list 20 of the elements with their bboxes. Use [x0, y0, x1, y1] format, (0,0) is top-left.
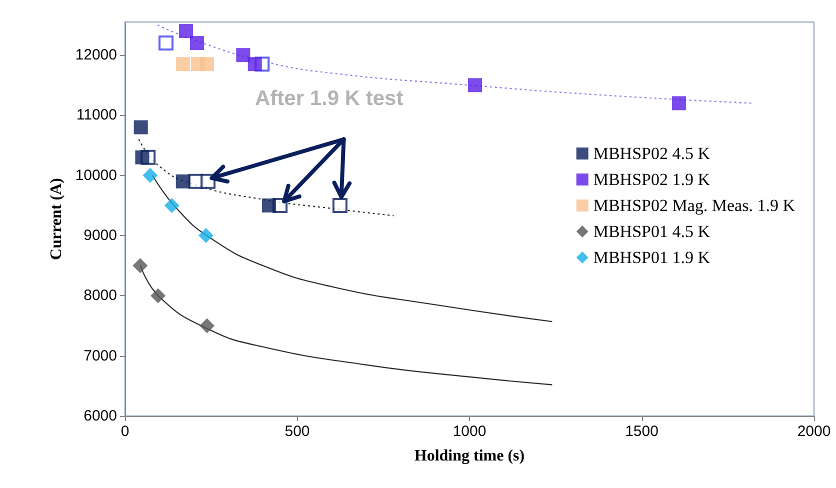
y-tick-label: 7000	[84, 347, 117, 364]
y-tick-label: 10000	[75, 166, 117, 184]
legend-label: MBHSP02 Mag. Meas. 1.9 K	[593, 196, 796, 215]
y-axis-title: Current (A)	[48, 178, 65, 260]
y-tick-label: 9000	[84, 227, 117, 244]
legend-label: MBHSP02 1.9 K	[593, 170, 711, 189]
y-tick-label: 11000	[76, 106, 117, 124]
x-tick-label: 0	[120, 423, 130, 440]
y-tick-label: 12000	[75, 46, 117, 64]
y-tick-label: 6000	[84, 408, 117, 424]
x-tick-label: 1500	[625, 423, 658, 440]
y-tick-label: 8000	[84, 287, 117, 304]
x-tick-label: 500	[284, 423, 310, 440]
legend-label: MBHSP01 4.5 K	[593, 222, 711, 241]
x-axis-title: Holding time (s)	[414, 448, 525, 464]
x-tick-label: 1000	[452, 423, 486, 440]
x-tick-label: 2000	[797, 423, 831, 440]
annotation: After 1.9 K test	[255, 87, 404, 110]
legend-label: MBHSP02 4.5 K	[593, 144, 711, 163]
legend-label: MBHSP01 1.9 K	[593, 248, 711, 267]
